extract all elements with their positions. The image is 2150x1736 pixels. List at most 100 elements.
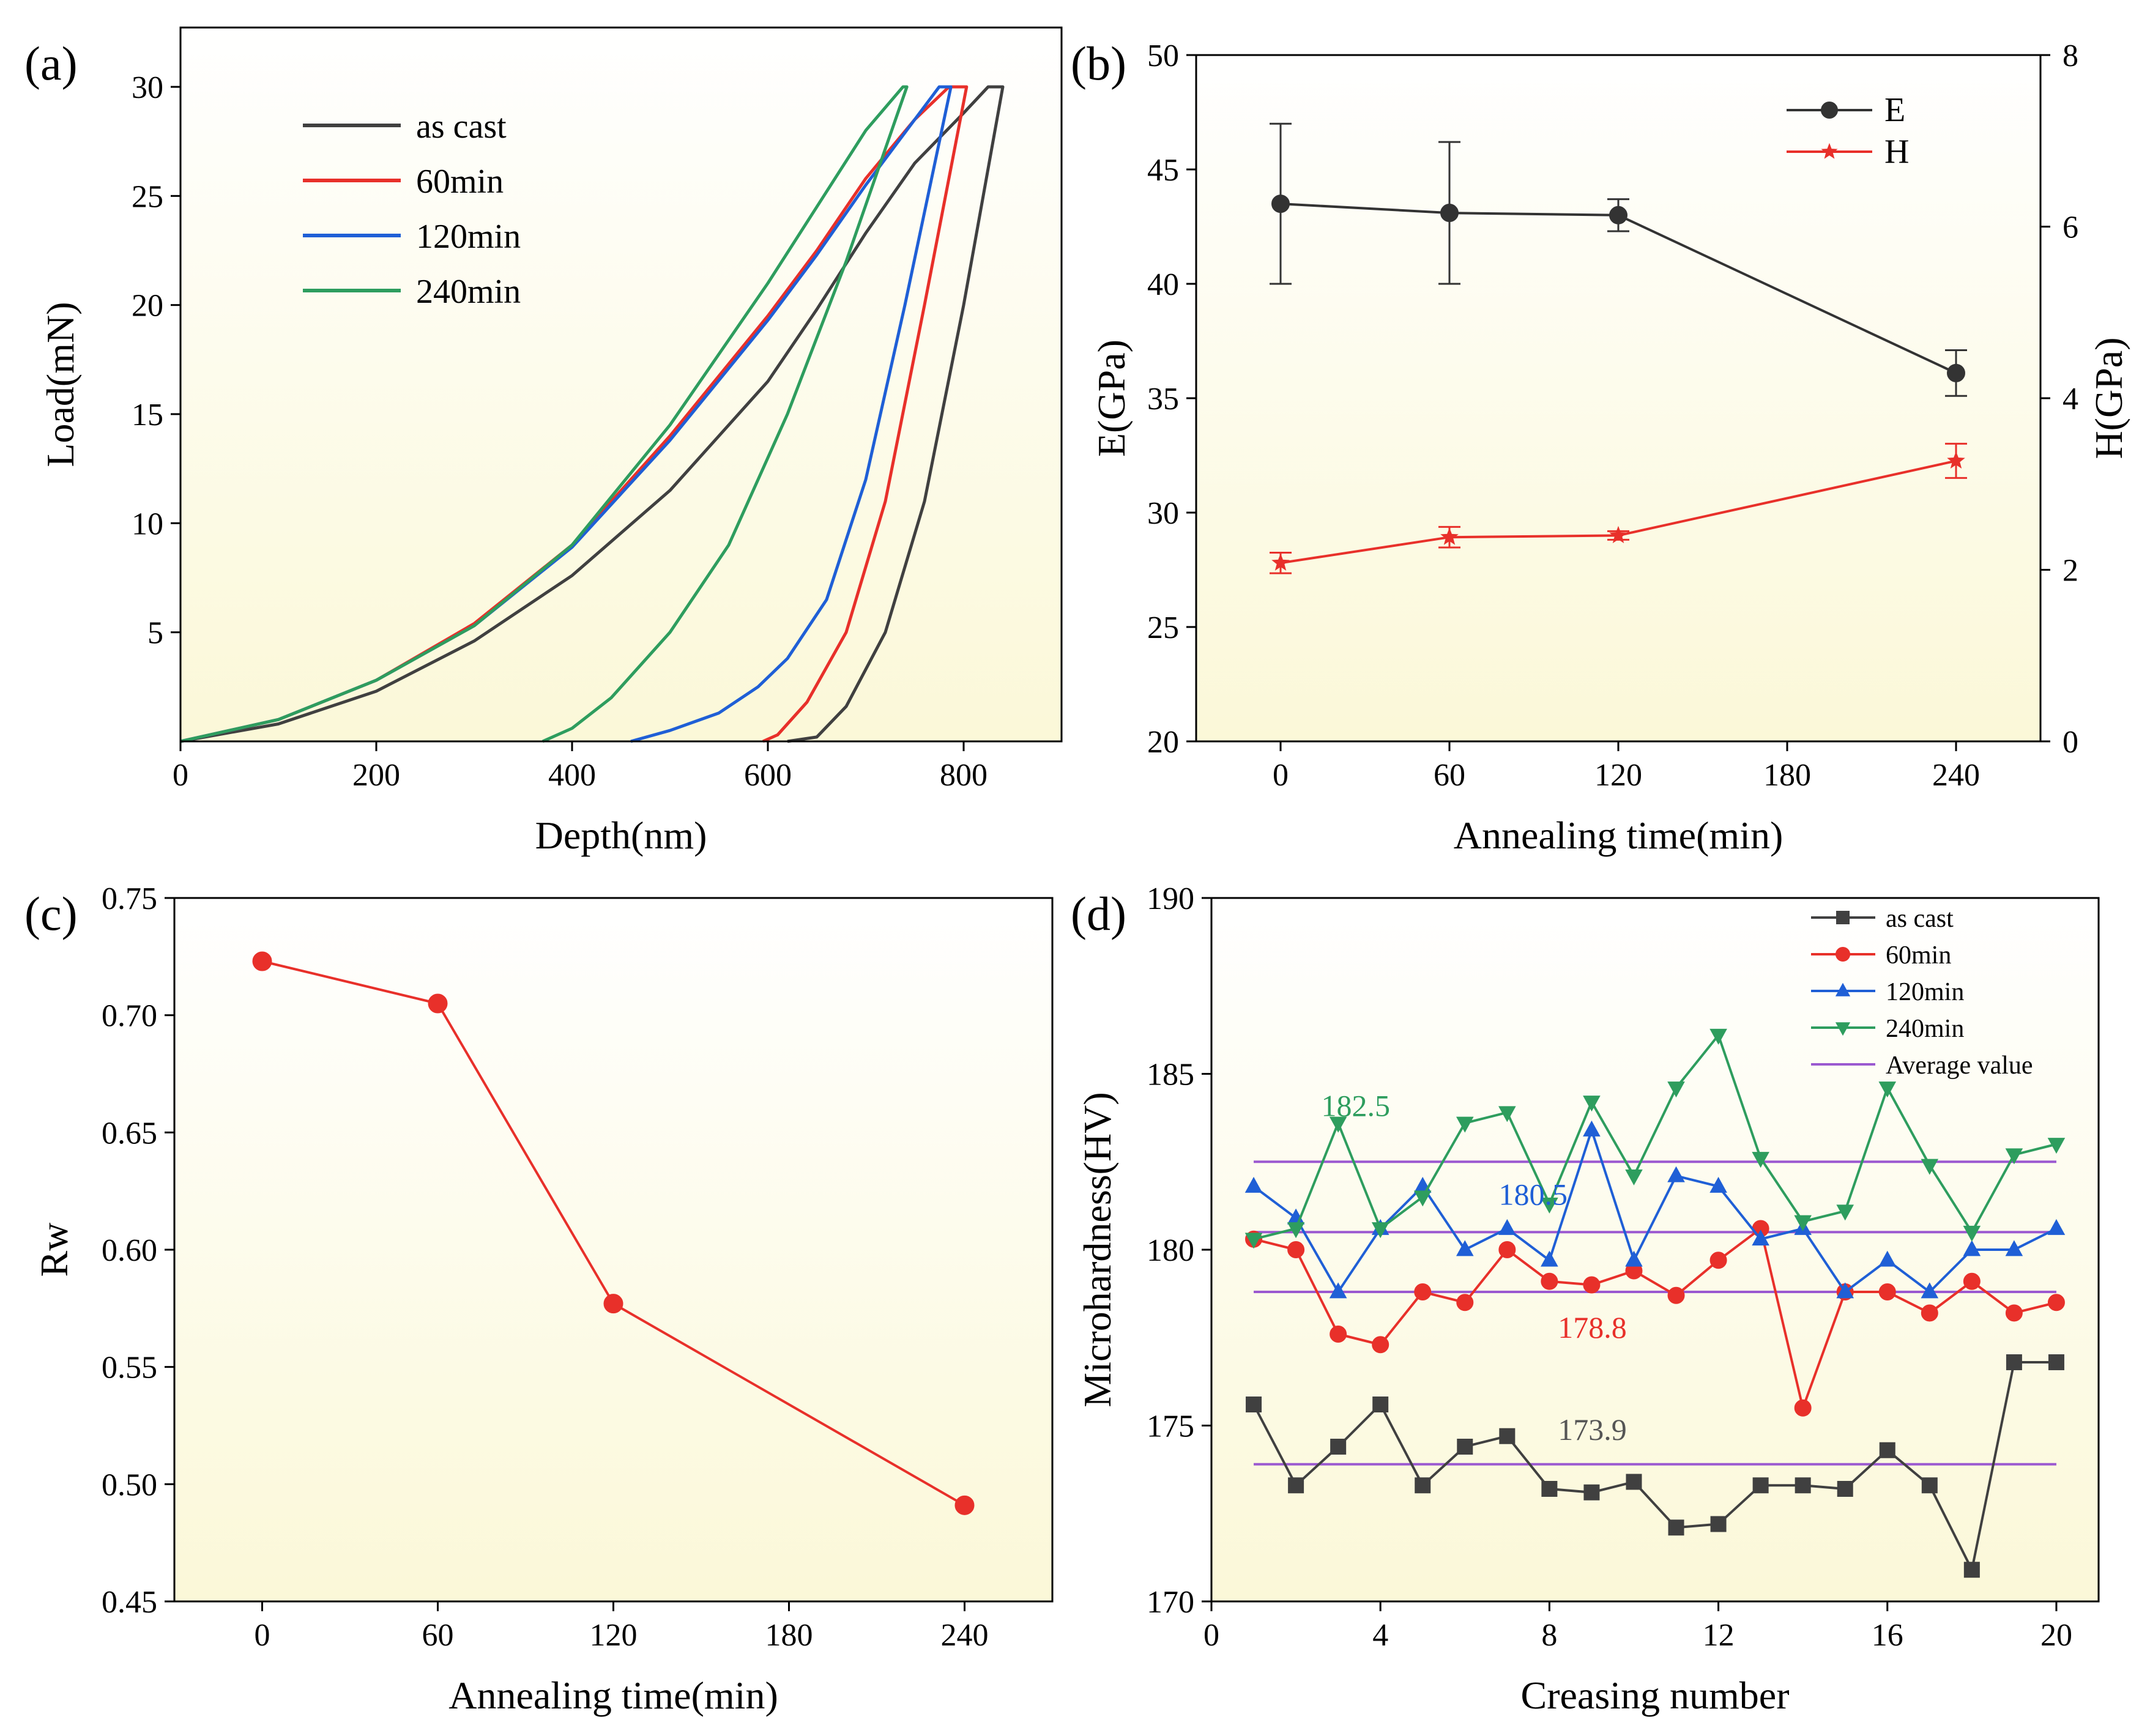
data-point-120min	[1583, 1120, 1601, 1137]
series-line-60min	[180, 85, 969, 743]
data-point-rw	[252, 951, 272, 971]
data-point-60min	[1921, 1304, 1938, 1322]
data-point-e	[1440, 204, 1459, 223]
data-point-60min	[1456, 1294, 1474, 1311]
y-tick-label: 10	[132, 506, 163, 541]
x-tick-label: 4	[1372, 1618, 1388, 1653]
plot-area-d	[1211, 898, 2099, 1601]
plot-area-b	[1196, 55, 2040, 741]
y-right-tick-label: 8	[2063, 39, 2078, 73]
data-point-60min	[1583, 1276, 1601, 1294]
panel-a: 0 200 400 600 800 5 10 15 20 25 30 Depth(nm) Load(mN…	[24, 26, 1063, 857]
x-tick-label: 180	[1763, 758, 1811, 793]
y-tick-label: 15	[132, 398, 163, 432]
panel-d: 182.5 180.5 178.8 173.9 0 4 8 12 16 20 170 175 180 18…	[1071, 881, 2100, 1717]
y-axis-title: Rw	[32, 1223, 76, 1277]
average-annotation: 180.5	[1499, 1177, 1568, 1211]
x-axis-title: Annealing time(min)	[1454, 814, 1784, 857]
average-annotation: 173.9	[1558, 1412, 1627, 1447]
x-tick-label: 60	[422, 1618, 454, 1653]
x-tick-label: 240	[1932, 758, 1980, 793]
data-point-h	[1947, 451, 1965, 469]
y-tick-label: 30	[1147, 496, 1179, 531]
x-tick-label: 60	[1434, 758, 1465, 793]
legend-marker-60min	[1836, 947, 1850, 962]
data-point-60min	[1709, 1252, 1727, 1269]
plot-area-c	[174, 898, 1052, 1601]
data-point-as-cast	[1541, 1481, 1558, 1497]
y-tick-label: 5	[147, 616, 163, 651]
average-annotation: 178.8	[1558, 1310, 1627, 1345]
data-point-120min	[1752, 1230, 1769, 1246]
legend-label-as-cast: as cast	[416, 108, 507, 146]
data-point-240min	[1794, 1215, 1812, 1231]
data-point-rw	[954, 1495, 975, 1515]
data-point-as-cast	[1710, 1516, 1727, 1532]
legend-label-e: E	[1884, 91, 1905, 129]
x-tick-label: 12	[1703, 1618, 1735, 1653]
data-point-60min	[2047, 1294, 2065, 1311]
y-axis-title: Microhardness(HV)	[1076, 1092, 1119, 1407]
y-right-tick-label: 6	[2063, 210, 2078, 245]
y-tick-label: 0.70	[102, 999, 157, 1034]
data-point-as-cast	[1668, 1519, 1684, 1536]
legend-marker-h	[1821, 143, 1838, 159]
y-right-axis-title: H(GPa)	[2087, 337, 2130, 459]
data-point-120min	[1541, 1250, 1558, 1267]
data-point-60min	[1372, 1336, 1389, 1354]
legend-label-60min: 60min	[1886, 941, 1951, 970]
legend-marker-240min	[1835, 1022, 1851, 1036]
data-point-120min	[1921, 1282, 1939, 1299]
data-point-as-cast	[1499, 1428, 1516, 1444]
data-point-h	[1609, 525, 1627, 543]
data-point-60min	[1878, 1283, 1896, 1300]
legend-label-120min: 120min	[1886, 978, 1964, 1006]
y-right-tick-label: 0	[2063, 725, 2078, 760]
data-point-240min	[1963, 1225, 1981, 1242]
y-tick-label: 0.60	[102, 1233, 157, 1268]
data-point-e	[1947, 363, 1965, 382]
data-point-240min	[2005, 1148, 2023, 1165]
data-point-120min	[1878, 1250, 1897, 1267]
data-point-e	[1271, 195, 1290, 213]
data-point-120min	[1625, 1250, 1643, 1267]
x-tick-label: 16	[1872, 1618, 1903, 1653]
data-point-as-cast	[1921, 1477, 1938, 1494]
data-point-60min	[1330, 1326, 1347, 1343]
y-tick-label: 30	[132, 70, 163, 105]
y-tick-label: 170	[1147, 1585, 1194, 1620]
x-tick-label: 600	[744, 758, 792, 793]
legend-marker-120min	[1835, 982, 1851, 996]
data-point-240min	[1921, 1159, 1939, 1175]
x-tick-label: 8	[1541, 1618, 1557, 1653]
x-tick-label: 20	[2040, 1618, 2072, 1653]
series-line-240min	[180, 85, 909, 743]
x-tick-label: 200	[352, 758, 400, 793]
y-tick-label: 20	[1147, 725, 1179, 760]
x-tick-label: 120	[1594, 758, 1642, 793]
legend-label-60min: 60min	[416, 163, 504, 201]
data-point-120min	[2005, 1240, 2023, 1256]
data-point-240min	[1625, 1169, 1643, 1185]
data-point-240min	[1456, 1116, 1474, 1133]
data-point-as-cast	[1415, 1477, 1431, 1494]
x-tick-label: 0	[1203, 1618, 1219, 1653]
data-point-as-cast	[1372, 1397, 1389, 1412]
x-tick-label: 0	[173, 758, 188, 793]
data-point-240min	[1583, 1096, 1601, 1112]
x-tick-label: 800	[940, 758, 988, 793]
data-point-60min	[1414, 1283, 1432, 1300]
data-point-as-cast	[1457, 1439, 1473, 1455]
y-right-tick-label: 4	[2063, 382, 2078, 417]
series-line-rw	[262, 960, 965, 1507]
y-tick-label: 40	[1147, 267, 1179, 302]
data-point-as-cast	[2006, 1354, 2022, 1370]
panel-c: 0 60 120 180 240 0.45 0.50 0.55 0.60 0.65 0.70 0.75…	[24, 881, 1054, 1717]
data-point-120min	[1709, 1176, 1727, 1193]
data-point-120min	[1498, 1219, 1516, 1235]
data-point-240min	[1667, 1081, 1685, 1098]
x-tick-label: 0	[255, 1618, 270, 1653]
y-tick-label: 0.50	[102, 1467, 157, 1502]
data-point-as-cast	[1288, 1477, 1304, 1494]
data-point-60min	[1541, 1272, 1558, 1290]
